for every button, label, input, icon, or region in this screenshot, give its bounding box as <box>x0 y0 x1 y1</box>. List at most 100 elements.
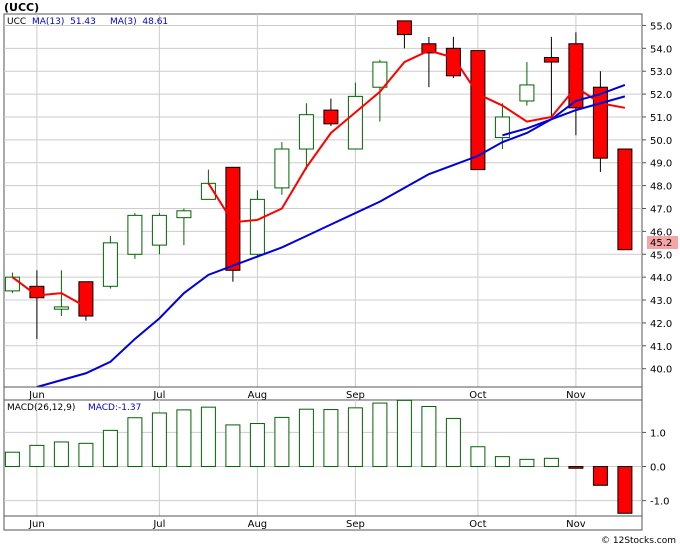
macd-bar-negative <box>592 466 608 486</box>
candle-down <box>543 56 559 63</box>
candle-down <box>421 43 437 54</box>
price-tick-label: 49.0 <box>650 159 672 170</box>
last-price-label: 45.2 <box>650 238 672 249</box>
price-tick-label: 54.0 <box>650 44 672 55</box>
candle-down <box>470 50 486 171</box>
price-tick-label: 40.0 <box>650 365 672 376</box>
legend-ma13: MA(13) 51.43 <box>32 17 96 27</box>
price-tick-label: 53.0 <box>650 67 672 78</box>
macd-x-axis-strip <box>3 515 643 531</box>
ma13-line-upper <box>502 84 626 137</box>
macd-tick-label: 0.0 <box>650 463 666 474</box>
candle-up <box>347 95 363 150</box>
month-label: Nov <box>566 519 586 530</box>
price-x-axis: Jun Jul Aug Sep Oct Nov <box>28 390 586 401</box>
month-label: Jun <box>28 390 45 401</box>
watermark: © 12Stocks.com <box>601 536 676 546</box>
candle-up <box>4 276 20 292</box>
price-panel-frame <box>3 13 643 388</box>
macd-bar-positive <box>421 405 437 468</box>
ma13-line <box>36 95 626 388</box>
candle-down <box>592 86 608 159</box>
candle-up <box>151 214 167 246</box>
price-tick-label: 51.0 <box>650 113 672 124</box>
macd-bar-positive <box>470 446 486 468</box>
macd-bar-positive <box>274 416 290 468</box>
macd-bar-positive <box>225 424 241 468</box>
macd-bar-positive <box>78 442 94 468</box>
macd-bar-positive <box>519 458 535 468</box>
price-tick-label: 41.0 <box>650 342 672 353</box>
macd-legend-value: MACD:-1.37 <box>88 403 141 413</box>
legend-symbol: UCC <box>7 17 26 27</box>
last-price-badge <box>647 236 678 249</box>
candle-up <box>53 306 69 310</box>
candle-down <box>78 281 94 317</box>
macd-bar-positive <box>298 408 314 468</box>
macd-bar-positive <box>372 402 388 468</box>
candle-down <box>396 20 412 36</box>
macd-bar-negative <box>568 466 584 469</box>
candle-down <box>29 285 45 299</box>
macd-bar-positive <box>249 423 265 468</box>
price-tick-label: 42.0 <box>650 319 672 330</box>
ma3-line <box>11 276 87 308</box>
candle-down <box>225 166 241 271</box>
macd-bar-positive <box>53 441 69 468</box>
macd-bars <box>4 399 633 514</box>
month-label: Nov <box>566 390 586 401</box>
price-tick-label: 55.0 <box>650 21 672 32</box>
month-label: Jul <box>152 519 165 530</box>
candle-up <box>127 214 143 255</box>
candle-up <box>274 148 290 189</box>
chart-title: (UCC) <box>4 1 39 14</box>
candle-up <box>519 84 535 102</box>
candle-up <box>372 61 388 88</box>
month-label: Jul <box>152 390 165 401</box>
ma3-line <box>207 49 626 224</box>
macd-bar-positive <box>445 417 461 468</box>
price-tick-label: 47.0 <box>650 205 672 216</box>
macd-bar-positive <box>200 406 216 468</box>
candle-down <box>445 47 461 77</box>
price-x-axis-strip <box>3 386 643 401</box>
candle-down <box>568 43 584 109</box>
candle-up <box>494 116 510 139</box>
month-label: Oct <box>469 519 486 530</box>
macd-bar-positive <box>176 409 192 468</box>
macd-bar-positive <box>127 417 143 468</box>
macd-bar-positive <box>323 409 339 468</box>
month-label: Sep <box>346 390 365 401</box>
candle-up <box>176 210 192 219</box>
macd-bar-negative <box>617 466 633 514</box>
price-tick-label: 46.0 <box>650 227 672 238</box>
macd-bar-positive <box>4 451 20 468</box>
candle-down <box>617 148 633 251</box>
price-tick-label: 52.0 <box>650 90 672 101</box>
moving-average-lines <box>11 49 626 388</box>
macd-bar-positive <box>543 457 559 468</box>
candle-up <box>102 242 118 287</box>
macd-tick-label: 1.0 <box>650 428 666 439</box>
candle-down <box>323 109 339 125</box>
price-y-axis: 40.0 41.0 42.0 43.0 44.0 45.0 46.0 47.0 48.0 49.0… <box>642 21 672 376</box>
macd-tick-label: -1.0 <box>650 497 670 508</box>
month-label: Oct <box>469 390 486 401</box>
macd-bar-positive <box>396 399 412 468</box>
month-label: Aug <box>248 519 268 530</box>
month-label: Aug <box>248 390 268 401</box>
macd-x-axis: Jun Jul Aug Sep Oct Nov <box>28 519 586 530</box>
price-tick-label: 50.0 <box>650 136 672 147</box>
macd-bar-positive <box>494 456 510 468</box>
macd-bar-positive <box>347 407 363 468</box>
month-label: Sep <box>346 519 365 530</box>
candle-up <box>249 198 265 255</box>
macd-bar-positive <box>151 412 167 468</box>
macd-bar-positive <box>29 444 45 468</box>
candle-up <box>298 114 314 150</box>
macd-legend-name: MACD(26,12,9) <box>7 403 75 413</box>
macd-y-axis: -1.0 0.0 1.0 <box>642 428 670 508</box>
price-tick-label: 44.0 <box>650 273 672 284</box>
price-tick-label: 48.0 <box>650 182 672 193</box>
